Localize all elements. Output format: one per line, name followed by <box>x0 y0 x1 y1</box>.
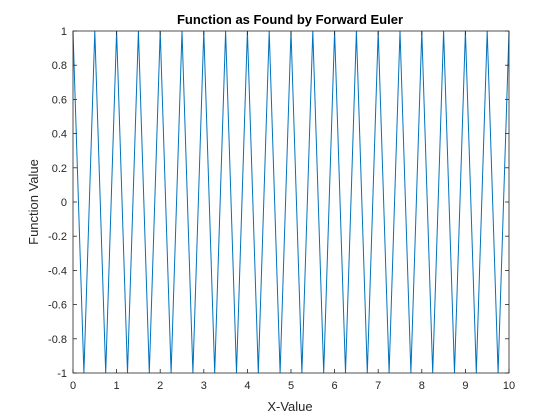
x-tick-label: 8 <box>419 380 425 392</box>
y-tick-label: 0.2 <box>52 163 67 175</box>
x-tick-label: 9 <box>462 380 468 392</box>
axes-box <box>72 30 510 374</box>
x-tick-label: 0 <box>70 380 76 392</box>
x-axis: 0 1 2 3 4 5 6 7 8 9 10 <box>70 31 515 392</box>
y-axis-label: Function Value <box>26 159 41 245</box>
y-tick-label: 0.8 <box>52 60 67 72</box>
y-tick-label: 0 <box>61 197 67 209</box>
y-tick-label: -0.4 <box>48 265 67 277</box>
y-tick-label: -1 <box>57 368 67 380</box>
x-tick-label: 5 <box>288 380 294 392</box>
y-tick-label: -0.2 <box>48 231 67 243</box>
y-tick-label: 0.6 <box>52 94 67 106</box>
y-tick-label: 1 <box>61 26 67 38</box>
y-tick-label: 0.4 <box>52 129 67 141</box>
x-tick-label: 7 <box>375 380 381 392</box>
plot-area <box>73 31 509 373</box>
y-tick-label: -0.8 <box>48 334 67 346</box>
y-tick-label: -0.6 <box>48 300 67 312</box>
x-tick-label: 4 <box>244 380 250 392</box>
x-tick-label: 2 <box>157 380 163 392</box>
x-tick-label: 3 <box>201 380 207 392</box>
x-tick-label: 6 <box>332 380 338 392</box>
chart-title: Function as Found by Forward Euler <box>177 12 403 27</box>
x-axis-label: X-Value <box>267 399 312 414</box>
y-axis: -1 -0.8 -0.6 -0.4 -0.2 0 0.2 0.4 0.6 0.8 1 <box>48 26 509 380</box>
x-tick-label: 1 <box>114 380 120 392</box>
x-tick-label: 10 <box>503 380 515 392</box>
